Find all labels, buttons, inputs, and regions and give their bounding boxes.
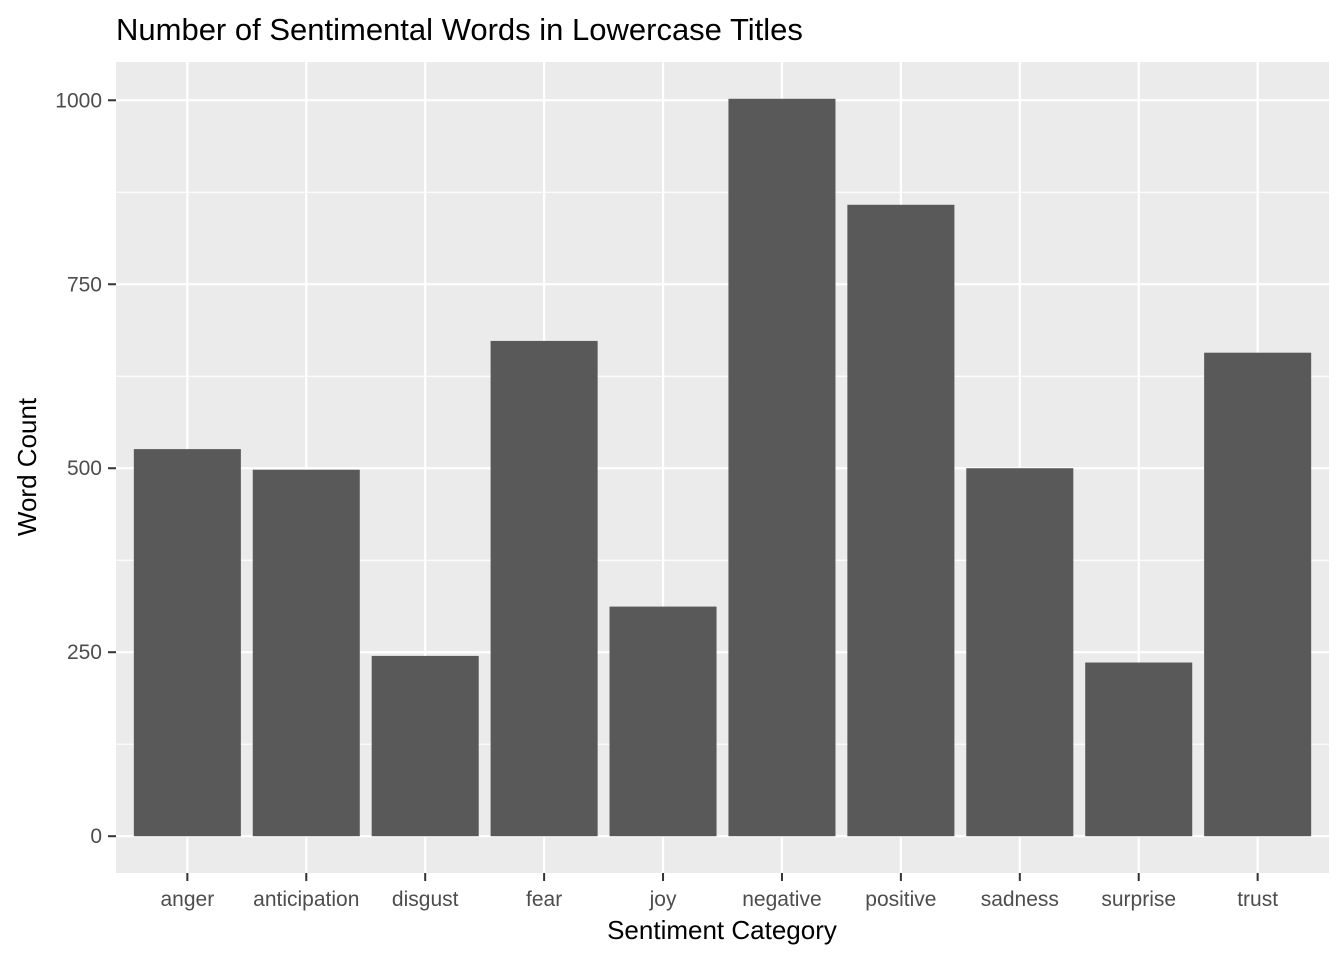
- bar-joy: [609, 606, 717, 837]
- x-tick-label: anticipation: [253, 888, 359, 911]
- bars: [133, 98, 1312, 837]
- bar-fear: [490, 340, 598, 837]
- x-tick-label: disgust: [392, 888, 459, 911]
- bar-positive: [847, 204, 955, 837]
- y-tick-label: 0: [90, 825, 102, 848]
- x-tick-label: sadness: [981, 888, 1059, 911]
- y-tick-label: 750: [67, 273, 102, 296]
- x-tick-label: anger: [160, 888, 214, 911]
- y-tick-label: 250: [67, 641, 102, 664]
- bar-sadness: [966, 468, 1074, 837]
- chart-title: Number of Sentimental Words in Lowercase…: [116, 12, 803, 47]
- x-tick-label: surprise: [1101, 888, 1176, 911]
- y-tick-label: 500: [67, 457, 102, 480]
- x-tick-label: fear: [526, 888, 562, 911]
- bar-negative: [728, 98, 836, 837]
- bar-anger: [133, 449, 241, 837]
- x-tick-label: trust: [1237, 888, 1278, 911]
- y-axis: 0 250 500 750 1000: [55, 89, 116, 848]
- bar-trust: [1204, 352, 1312, 837]
- x-tick-label: negative: [742, 888, 821, 911]
- x-tick-label: joy: [649, 888, 677, 911]
- y-axis-title: Word Count: [12, 397, 42, 536]
- bar-disgust: [371, 655, 479, 837]
- bar-anticipation: [252, 469, 360, 837]
- x-axis-title: Sentiment Category: [607, 915, 837, 945]
- bar-surprise: [1085, 662, 1193, 837]
- y-tick-label: 1000: [55, 89, 102, 112]
- x-tick-label: positive: [865, 888, 936, 911]
- x-axis: anger anticipation disgust fear joy negative p…: [160, 873, 1278, 911]
